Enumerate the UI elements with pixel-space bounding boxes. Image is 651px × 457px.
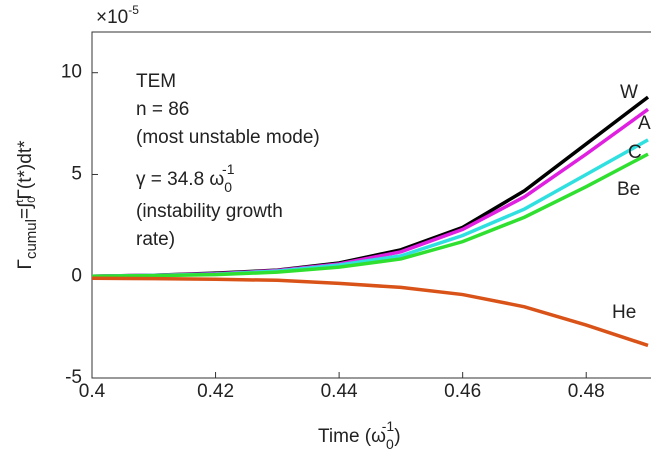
y-tick-label: 5 xyxy=(71,163,82,184)
series-line xyxy=(92,152,649,278)
text-part: -1 xyxy=(382,418,395,434)
annotation: rate) xyxy=(136,229,175,250)
text-part: =∫ xyxy=(15,201,36,219)
annotation: TEM xyxy=(136,71,176,92)
series-label: Be xyxy=(617,179,640,200)
text-part: 0 xyxy=(224,179,232,195)
plot-frame xyxy=(91,31,651,379)
plot-lines xyxy=(92,95,650,348)
annotation: n = 86 xyxy=(136,99,189,120)
series-label: W xyxy=(620,82,638,103)
y-tick-label: -5 xyxy=(65,367,82,388)
series-line xyxy=(92,276,649,348)
text-part: -1 xyxy=(222,161,235,177)
x-tick-label: 0.4 xyxy=(79,381,106,402)
y-tick-label: 0 xyxy=(71,265,82,286)
x-tick-label: 0.46 xyxy=(444,381,481,402)
text-part: -5 xyxy=(128,3,139,17)
multiplier: ×10-5 xyxy=(96,3,139,28)
text-part: cumul xyxy=(23,219,40,259)
text-part: Time (ω xyxy=(318,426,386,447)
y-axis-label: Γcumul=∫0tΓ(t*)dt* xyxy=(14,140,40,270)
text-part: γ = 34.8 ω xyxy=(136,169,224,190)
x-tick-label: 0.44 xyxy=(321,381,358,402)
text-part: 0 xyxy=(386,436,394,452)
series-label: C xyxy=(628,142,642,163)
x-tick-label: 0.48 xyxy=(568,381,605,402)
x-axis-label: Time (ω0 -1) xyxy=(318,418,401,452)
annotation: (most unstable mode) xyxy=(136,127,320,148)
x-tick-label: 0.42 xyxy=(197,381,234,402)
text-part: 0 xyxy=(26,197,38,203)
series-label: A xyxy=(638,113,651,134)
y-tick-label: 10 xyxy=(61,62,82,83)
series-label: He xyxy=(612,302,636,323)
annotation: γ = 34.8 ω0 -1 xyxy=(136,161,235,195)
annotation: (instability growth xyxy=(136,201,283,222)
text-part: ×10 xyxy=(96,7,128,28)
text-part: ) xyxy=(394,426,400,447)
text-part: Γ xyxy=(15,259,36,269)
text-part: t xyxy=(14,200,26,203)
text-part: Γ(t*)dt* xyxy=(15,140,36,200)
